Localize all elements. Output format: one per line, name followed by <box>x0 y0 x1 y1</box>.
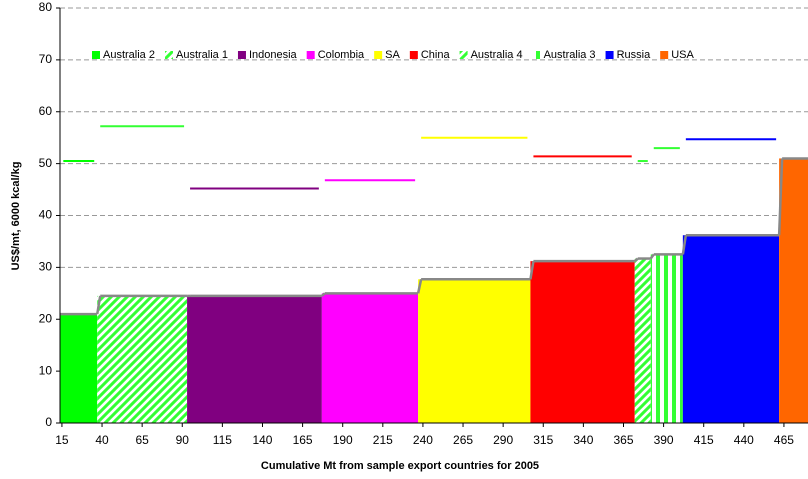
legend-label: Colombia <box>318 49 365 61</box>
y-tick-label: 0 <box>45 415 52 429</box>
legend-swatch <box>306 51 315 59</box>
x-tick-label: 365 <box>613 433 633 447</box>
step-connector <box>529 260 535 280</box>
x-tick-label: 415 <box>694 433 714 447</box>
x-tick-label: 340 <box>573 433 593 447</box>
x-tick-label: 315 <box>533 433 553 447</box>
step-connector <box>416 279 423 294</box>
step-connector <box>321 292 326 297</box>
legend-label: Australia 3 <box>544 49 596 61</box>
bar <box>682 235 780 423</box>
x-tick-label: 165 <box>293 433 313 447</box>
bar <box>779 158 808 423</box>
legend-swatch <box>374 51 383 59</box>
bar <box>97 295 188 423</box>
x-tick-label: 190 <box>333 433 353 447</box>
bar <box>650 254 683 423</box>
x-tick-label: 440 <box>734 433 754 447</box>
step-connector <box>777 158 784 236</box>
y-tick-label: 30 <box>39 260 53 274</box>
legend-label: China <box>421 49 451 61</box>
y-tick-label: 50 <box>39 156 53 170</box>
bar <box>187 295 322 423</box>
x-tick-label: 15 <box>55 433 69 447</box>
x-tick-label: 65 <box>135 433 149 447</box>
legend-swatch <box>605 51 614 59</box>
x-tick-label: 90 <box>176 433 190 447</box>
y-tick-label: 70 <box>39 52 53 66</box>
step-connector <box>681 235 688 255</box>
legend-label: SA <box>385 49 400 61</box>
x-tick-label: 140 <box>252 433 272 447</box>
y-tick-label: 80 <box>39 0 53 14</box>
x-tick-label: 290 <box>493 433 513 447</box>
bar <box>321 293 419 423</box>
x-axis-title: Cumulative Mt from sample export countri… <box>261 460 539 472</box>
legend-label: Australia 1 <box>176 49 228 61</box>
x-tick-label: 465 <box>774 433 794 447</box>
x-tick-label: 240 <box>413 433 433 447</box>
x-tick-label: 265 <box>453 433 473 447</box>
legend-swatch <box>92 51 100 59</box>
y-axis-title: US$/mt, 6000 kcal/kg <box>10 162 22 271</box>
step-connector <box>633 257 639 263</box>
y-tick-label: 60 <box>39 104 53 118</box>
legend-swatch <box>459 51 468 59</box>
y-tick-label: 20 <box>39 311 53 325</box>
x-tick-label: 390 <box>654 433 674 447</box>
legend-swatch <box>660 51 669 59</box>
legend-label: Australia 2 <box>103 49 155 61</box>
legend-swatch <box>409 51 418 59</box>
bar <box>418 279 531 423</box>
legend-label: Indonesia <box>249 49 298 61</box>
x-tick-label: 115 <box>213 433 232 447</box>
legend-swatch <box>532 51 541 59</box>
step-connector <box>95 295 102 315</box>
y-tick-label: 10 <box>39 363 53 377</box>
x-tick-label: 40 <box>95 433 109 447</box>
legend-label: Russia <box>617 49 652 61</box>
bar <box>60 314 98 423</box>
legend-swatch <box>164 51 173 59</box>
bar <box>634 258 651 423</box>
x-tick-label: 215 <box>373 433 393 447</box>
legend-swatch <box>237 51 246 59</box>
legend-label: USA <box>671 49 694 61</box>
legend-label: Australia 4 <box>471 49 523 61</box>
step-connector <box>649 253 655 260</box>
y-tick-label: 40 <box>39 208 53 222</box>
bar <box>530 261 635 423</box>
